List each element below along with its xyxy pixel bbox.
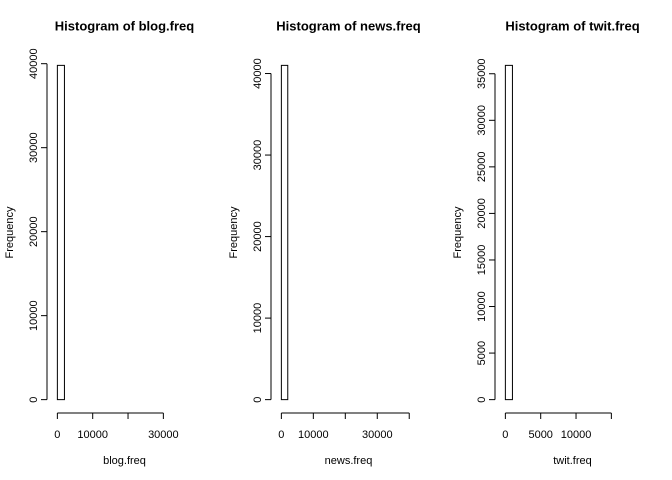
y-tick-label: 15000 <box>476 245 488 276</box>
y-tick-label: 40000 <box>252 58 264 89</box>
y-tick-label: 20000 <box>252 221 264 252</box>
y-tick-label: 30000 <box>28 132 40 163</box>
x-tick-label: 0 <box>502 429 508 441</box>
x-tick-label: 30000 <box>362 429 393 441</box>
x-tick-label: 10000 <box>561 429 592 441</box>
x-axis-label: news.freq <box>325 455 373 467</box>
y-tick-label: 40000 <box>28 48 40 79</box>
y-tick-label: 20000 <box>28 216 40 247</box>
y-tick-label: 30000 <box>476 105 488 136</box>
chart-title: Histogram of blog.freq <box>55 18 194 33</box>
y-axis-label: Frequency <box>4 206 16 258</box>
y-axis-label: Frequency <box>228 206 240 258</box>
y-tick-label: 5000 <box>476 341 488 365</box>
y-tick-label: 30000 <box>252 140 264 171</box>
bar <box>280 64 289 401</box>
x-axis-label: twit.freq <box>553 455 592 467</box>
chart-title: Histogram of news.freq <box>276 18 421 33</box>
bar <box>504 64 513 401</box>
bar <box>56 64 65 401</box>
y-tick-label: 20000 <box>476 198 488 229</box>
y-axis-label: Frequency <box>452 206 464 258</box>
x-tick-label: 5000 <box>528 429 552 441</box>
y-tick-label: 10000 <box>476 291 488 322</box>
y-tick-label: 0 <box>476 397 488 403</box>
y-tick-label: 10000 <box>252 303 264 334</box>
x-tick-label: 10000 <box>77 429 108 441</box>
x-tick-label: 0 <box>54 429 60 441</box>
y-tick-label: 10000 <box>28 300 40 331</box>
y-tick-label: 35000 <box>476 58 488 89</box>
x-tick-label: 30000 <box>148 429 179 441</box>
x-axis-label: blog.freq <box>103 455 146 467</box>
x-tick-label: 10000 <box>298 429 329 441</box>
y-tick-label: 0 <box>28 397 40 403</box>
x-tick-label: 0 <box>278 429 284 441</box>
y-tick-label: 0 <box>252 397 264 403</box>
y-tick-label: 25000 <box>476 152 488 183</box>
chart-title: Histogram of twit.freq <box>505 18 639 33</box>
